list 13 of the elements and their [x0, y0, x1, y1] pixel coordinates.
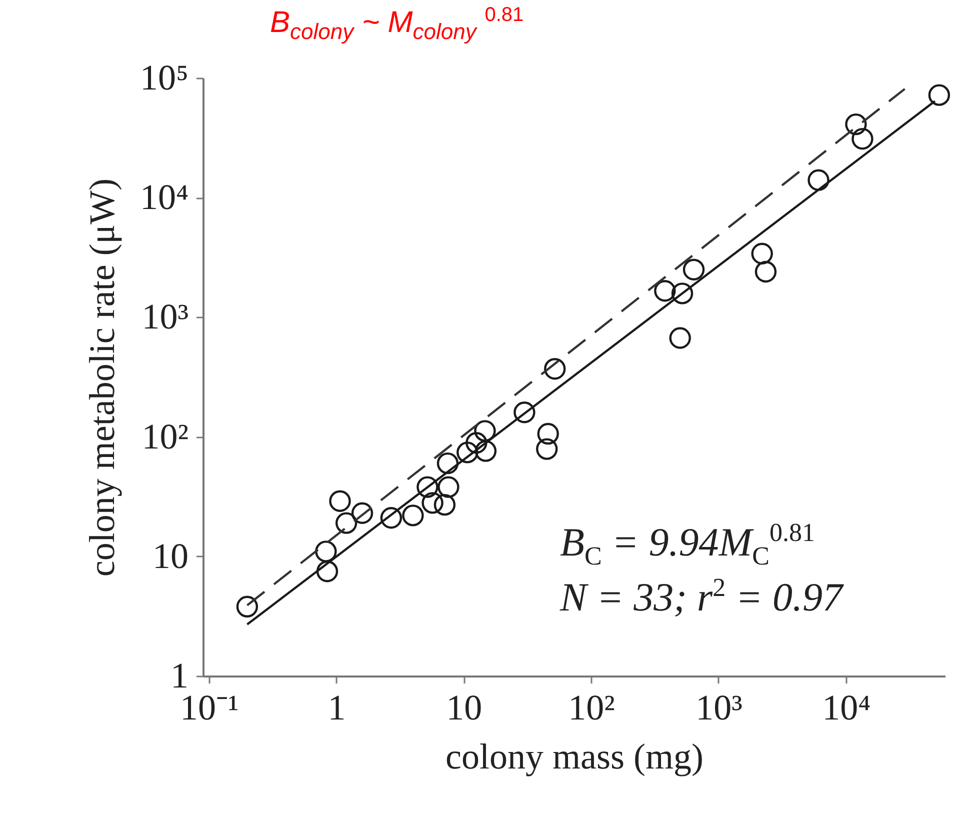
- y-axis-title: colony metabolic rate (μW): [82, 178, 122, 577]
- x-tick-label: 10²: [568, 688, 615, 728]
- x-tick-label: 10³: [696, 688, 743, 728]
- y-tick-label: 10²: [142, 416, 188, 456]
- x-axis-title: colony mass (mg): [446, 736, 704, 776]
- y-tick-label: 10: [152, 536, 188, 576]
- y-tick-label: 10⁴: [140, 177, 188, 218]
- y-tick-label: 10⁵: [140, 58, 188, 98]
- x-tick-label: 1: [328, 688, 346, 728]
- x-tick-label: 10⁴: [822, 688, 871, 728]
- x-tick-label: 10: [446, 688, 482, 728]
- annotation: N = 33; r$^{2}$ = 0.97: [560, 573, 843, 620]
- y-tick-label: 10³: [142, 296, 189, 337]
